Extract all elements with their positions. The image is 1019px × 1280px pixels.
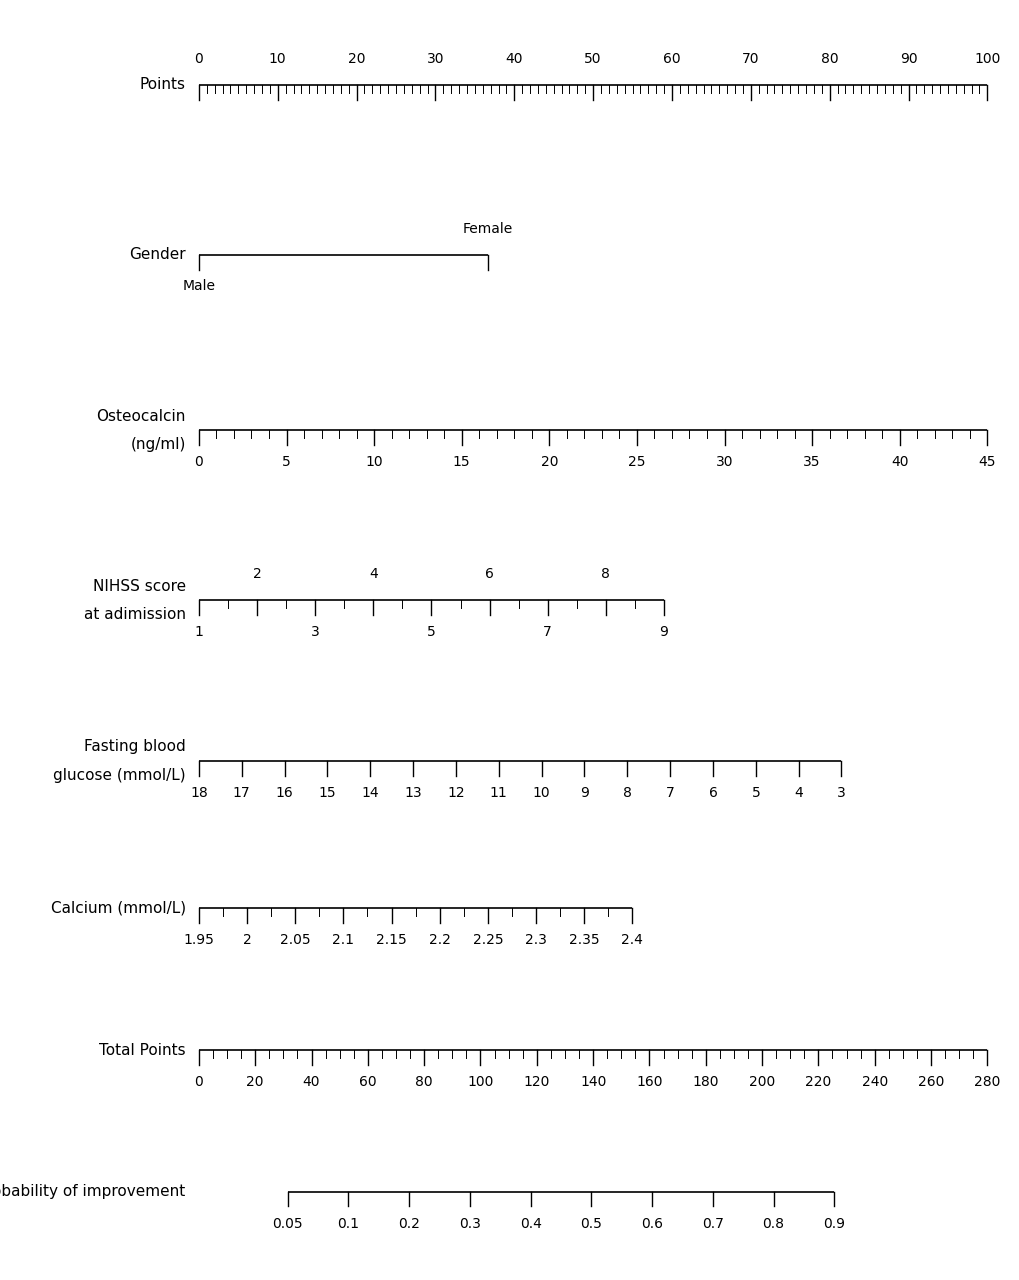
Text: 8: 8 — [623, 786, 631, 800]
Text: 0.1: 0.1 — [337, 1216, 359, 1230]
Text: 5: 5 — [282, 456, 290, 470]
Text: Total Points: Total Points — [99, 1042, 185, 1057]
Text: 80: 80 — [415, 1075, 432, 1089]
Text: 280: 280 — [973, 1075, 1000, 1089]
Text: Gender: Gender — [128, 247, 185, 262]
Text: 0: 0 — [195, 456, 203, 470]
Text: 15: 15 — [318, 786, 336, 800]
Text: 6: 6 — [485, 567, 493, 581]
Text: Points: Points — [140, 78, 185, 92]
Text: 13: 13 — [404, 786, 422, 800]
Text: 140: 140 — [580, 1075, 605, 1089]
Text: 0.4: 0.4 — [519, 1216, 541, 1230]
Text: 7: 7 — [665, 786, 674, 800]
Text: 2.1: 2.1 — [332, 933, 354, 947]
Text: 25: 25 — [628, 456, 645, 470]
Text: 4: 4 — [369, 567, 377, 581]
Text: 2: 2 — [243, 933, 252, 947]
Text: 12: 12 — [446, 786, 465, 800]
Text: 0.05: 0.05 — [272, 1216, 303, 1230]
Text: 2.3: 2.3 — [525, 933, 546, 947]
Text: Male: Male — [182, 279, 215, 293]
Text: 2.15: 2.15 — [376, 933, 407, 947]
Text: 1.95: 1.95 — [183, 933, 214, 947]
Text: 160: 160 — [636, 1075, 662, 1089]
Text: 3: 3 — [311, 625, 319, 639]
Text: 0.3: 0.3 — [459, 1216, 480, 1230]
Text: 0.5: 0.5 — [580, 1216, 602, 1230]
Text: (ng/ml): (ng/ml) — [130, 438, 185, 452]
Text: 0.9: 0.9 — [822, 1216, 845, 1230]
Text: 0.2: 0.2 — [397, 1216, 420, 1230]
Text: 20: 20 — [540, 456, 557, 470]
Text: 2: 2 — [253, 567, 261, 581]
Text: 40: 40 — [505, 51, 523, 65]
Text: 17: 17 — [232, 786, 251, 800]
Text: 60: 60 — [662, 51, 680, 65]
Text: 0: 0 — [195, 51, 203, 65]
Text: glucose (mmol/L): glucose (mmol/L) — [53, 768, 185, 783]
Text: 40: 40 — [303, 1075, 320, 1089]
Text: 90: 90 — [899, 51, 916, 65]
Text: NIHSS score: NIHSS score — [93, 579, 185, 594]
Text: 240: 240 — [861, 1075, 887, 1089]
Text: Female: Female — [462, 221, 513, 236]
Text: 10: 10 — [269, 51, 286, 65]
Text: 30: 30 — [715, 456, 733, 470]
Text: 0.7: 0.7 — [701, 1216, 723, 1230]
Text: 5: 5 — [427, 625, 435, 639]
Text: 60: 60 — [359, 1075, 376, 1089]
Text: 2.2: 2.2 — [428, 933, 450, 947]
Text: 5: 5 — [751, 786, 759, 800]
Text: 6: 6 — [708, 786, 716, 800]
Text: Osteocalcin: Osteocalcin — [96, 408, 185, 424]
Text: 30: 30 — [426, 51, 443, 65]
Text: 50: 50 — [584, 51, 601, 65]
Text: 15: 15 — [452, 456, 470, 470]
Text: 14: 14 — [361, 786, 379, 800]
Text: 0.8: 0.8 — [762, 1216, 784, 1230]
Text: 20: 20 — [347, 51, 365, 65]
Text: 2.25: 2.25 — [472, 933, 502, 947]
Text: 0.6: 0.6 — [641, 1216, 662, 1230]
Text: at adimission: at adimission — [84, 607, 185, 622]
Text: 80: 80 — [820, 51, 838, 65]
Text: 260: 260 — [917, 1075, 944, 1089]
Text: 1: 1 — [195, 625, 203, 639]
Text: 35: 35 — [803, 456, 820, 470]
Text: 9: 9 — [659, 625, 667, 639]
Text: 10: 10 — [365, 456, 382, 470]
Text: 16: 16 — [275, 786, 293, 800]
Text: 100: 100 — [973, 51, 1000, 65]
Text: 2.05: 2.05 — [279, 933, 310, 947]
Text: 20: 20 — [247, 1075, 264, 1089]
Text: 18: 18 — [190, 786, 208, 800]
Text: 4: 4 — [794, 786, 802, 800]
Text: 0: 0 — [195, 1075, 203, 1089]
Text: 220: 220 — [804, 1075, 830, 1089]
Text: 11: 11 — [489, 786, 507, 800]
Text: 8: 8 — [601, 567, 609, 581]
Text: 2.35: 2.35 — [569, 933, 599, 947]
Text: 100: 100 — [467, 1075, 493, 1089]
Text: 10: 10 — [532, 786, 550, 800]
Text: 120: 120 — [523, 1075, 549, 1089]
Text: 200: 200 — [748, 1075, 774, 1089]
Text: Probability of improvement: Probability of improvement — [0, 1184, 185, 1199]
Text: Calcium (mmol/L): Calcium (mmol/L) — [51, 901, 185, 916]
Text: 2.4: 2.4 — [621, 933, 643, 947]
Text: 180: 180 — [692, 1075, 718, 1089]
Text: 40: 40 — [891, 456, 908, 470]
Text: 3: 3 — [837, 786, 845, 800]
Text: 7: 7 — [543, 625, 551, 639]
Text: Fasting blood: Fasting blood — [84, 740, 185, 754]
Text: 9: 9 — [580, 786, 588, 800]
Text: 70: 70 — [742, 51, 759, 65]
Text: 45: 45 — [977, 456, 996, 470]
